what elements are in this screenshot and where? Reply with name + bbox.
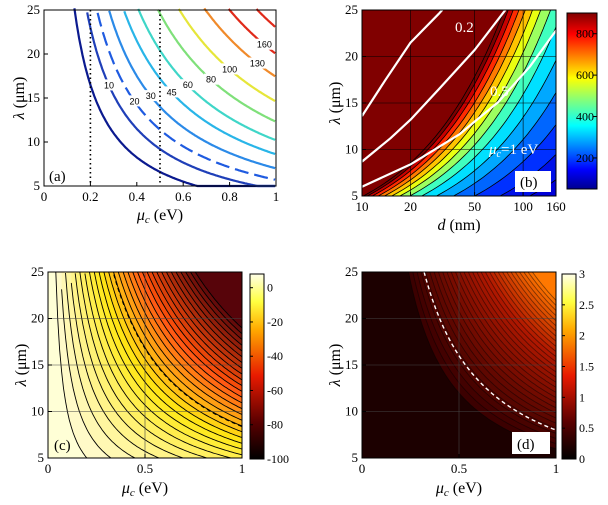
ytick-label: 10 — [27, 134, 40, 149]
colorbar-tick-label: 0 — [267, 281, 273, 295]
contour-label: 160 — [257, 40, 272, 50]
xtick-label: 0 — [359, 461, 366, 476]
contour-label: 130 — [250, 59, 265, 69]
panel-c-heatmap — [48, 263, 244, 463]
panel-d-xlabel: μc (eV) — [435, 480, 482, 499]
xtick-label: 0 — [45, 461, 52, 476]
ytick-label: 25 — [345, 264, 358, 279]
ytick-label: 5 — [38, 450, 45, 465]
ytick-label: 15 — [345, 95, 358, 110]
colorbar-tick-label: 200 — [576, 151, 594, 165]
panel-d-label: (d) — [517, 437, 535, 453]
contour-label: 10 — [104, 80, 114, 90]
ytick-label: 5 — [352, 188, 359, 203]
panel-c-colorbar — [250, 274, 264, 459]
panel-c-ylabel: λ (μm) — [13, 344, 30, 388]
contour-label: 45 — [167, 87, 177, 97]
ytick-label: 20 — [345, 49, 358, 64]
xtick-label: 0 — [41, 189, 48, 204]
colorbar-tick-label: 800 — [576, 27, 594, 41]
colorbar-tick-label: 2.5 — [579, 298, 594, 312]
panel-b-line-label-2: 0.5 — [490, 84, 509, 100]
panel-b-xlabel: d (nm) — [437, 217, 480, 234]
xtick-label: 100 — [513, 199, 533, 214]
ytick-label: 15 — [31, 357, 44, 372]
panel-b-line-label-3: μc=1 eV — [488, 142, 538, 160]
panel-c-xlabel: μc (eV) — [121, 480, 168, 499]
ytick-label: 20 — [31, 311, 44, 326]
ytick-label: 25 — [27, 2, 40, 17]
xtick-label: 0.5 — [137, 461, 153, 476]
xtick-label: 50 — [468, 199, 481, 214]
xtick-label: 160 — [546, 199, 566, 214]
panel-b-label: (b) — [520, 175, 538, 191]
panel-d-label-box: (d) — [512, 432, 550, 454]
colorbar-tick-label: 2 — [579, 329, 585, 343]
ytick-label: 10 — [31, 404, 44, 419]
panel-c: 0 0.5 1 5 10 15 20 25 (c) μc (eV) λ (μm) 0 -20 -… — [13, 263, 289, 499]
xtick-label: 1 — [553, 461, 560, 476]
ytick-label: 20 — [345, 311, 358, 326]
panel-a: 10 20 30 45 60 80 100 130 160 0 0.2 0.4 0.6 0.8 1 5 10… — [11, 2, 279, 226]
colorbar-tick-label: 1.5 — [579, 360, 594, 374]
panel-b-label-box: (b) — [515, 171, 551, 192]
panel-d-ylabel: λ (μm) — [327, 344, 344, 388]
colorbar-tick-label: 3 — [579, 267, 585, 281]
colorbar-tick-label: -60 — [267, 383, 283, 397]
colorbar-tick-label: -20 — [267, 315, 283, 329]
xtick-label: 1 — [273, 189, 280, 204]
panel-b-line-label-1: 0.2 — [455, 20, 474, 36]
colorbar-tick-label: 1 — [579, 390, 585, 404]
xtick-label: 0.6 — [175, 189, 192, 204]
xtick-label: 0.8 — [221, 189, 237, 204]
contour-label: 100 — [222, 64, 237, 74]
xtick-label: 0.2 — [82, 189, 98, 204]
xtick-label: 0.4 — [129, 189, 146, 204]
ytick-label: 15 — [345, 357, 358, 372]
xtick-label: 20 — [404, 199, 417, 214]
xtick-label: 1 — [239, 461, 246, 476]
ytick-label: 10 — [345, 142, 358, 157]
contour-label: 20 — [129, 96, 139, 106]
panel-a-label: (a) — [49, 169, 66, 185]
ytick-label: 5 — [352, 450, 359, 465]
panel-c-label: (c) — [54, 438, 71, 454]
colorbar-tick-label: -100 — [267, 452, 289, 466]
ytick-label: 25 — [31, 264, 44, 279]
contour-label: 60 — [183, 80, 193, 90]
panel-a-xlabel: μc (eV) — [136, 207, 183, 226]
contour-label: 80 — [206, 75, 216, 85]
ytick-label: 15 — [27, 90, 40, 105]
panel-a-ylabel: λ (μm) — [11, 77, 28, 121]
ytick-label: 5 — [34, 178, 41, 193]
colorbar-tick-label: -80 — [267, 418, 283, 432]
panel-b-ylabel: λ (μm) — [327, 82, 344, 126]
ytick-label: 20 — [27, 46, 40, 61]
xtick-label: 0.5 — [451, 461, 467, 476]
colorbar-tick-label: 0 — [579, 452, 585, 466]
panel-d: 0 0.5 1 5 10 15 20 25 (d) μc (eV) λ (μm) 0 0.5 1… — [327, 263, 594, 499]
contour-label: 30 — [146, 91, 156, 101]
ytick-label: 25 — [345, 2, 358, 17]
colorbar-tick-label: 400 — [576, 110, 594, 124]
ytick-label: 10 — [345, 404, 358, 419]
colorbar-tick-label: 0.5 — [579, 421, 594, 435]
colorbar-tick-label: -40 — [267, 349, 283, 363]
panel-d-heatmap — [362, 263, 558, 458]
colorbar-tick-label: 600 — [576, 68, 594, 82]
